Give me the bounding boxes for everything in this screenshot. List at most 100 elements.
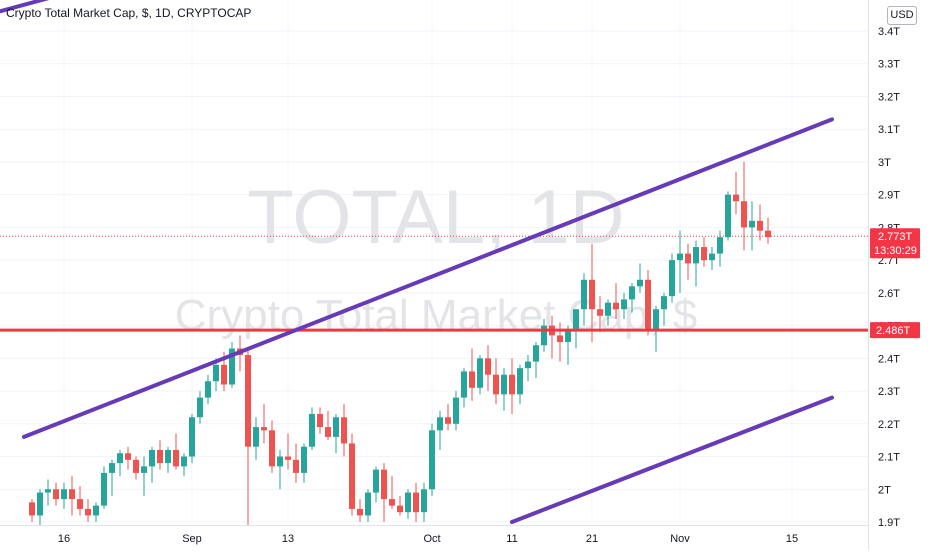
candle-body [269, 430, 275, 467]
price-tick-label: 3.1T [878, 124, 900, 136]
time-tick-label: 15 [786, 533, 798, 545]
candle-body [581, 279, 587, 310]
price-axis: 1.9T2T2.1T2.2T2.3T2.4T2.5T2.6T2.7T2.8T2.… [868, 0, 932, 550]
candle-body [133, 459, 139, 473]
symbol-title[interactable]: Crypto Total Market Cap, $, 1D, CRYPTOCA… [6, 6, 252, 20]
candle-body [101, 472, 107, 506]
candle-body [677, 253, 683, 261]
candle-body [565, 328, 571, 342]
candle-body [373, 469, 379, 493]
candle-body [301, 446, 307, 473]
candle-body [213, 364, 219, 382]
time-tick-label: Oct [423, 533, 440, 545]
price-tick-label: 2.9T [878, 190, 900, 202]
candle-body [165, 449, 171, 464]
candle-body [621, 299, 627, 310]
candle-body [405, 492, 411, 513]
candle-body [477, 358, 483, 388]
candle-body [85, 508, 91, 516]
candle-body [709, 253, 715, 261]
candle-body [605, 302, 611, 316]
trendline-channel-lower[interactable] [510, 395, 834, 524]
candle-body [717, 237, 723, 254]
price-axis-bg [868, 0, 932, 550]
candle-body [749, 220, 755, 228]
candle-body [597, 309, 603, 316]
candle-body [509, 374, 515, 395]
watermark-name: Crypto Total Market Cap, $ [175, 291, 698, 340]
candle-body [429, 430, 435, 490]
trendline-channel-middle[interactable] [22, 117, 834, 439]
candle-body [69, 489, 75, 500]
candle-body [45, 489, 51, 493]
last-price-label: 2.773T [878, 231, 913, 243]
candle-body [757, 220, 763, 231]
candle-body [421, 489, 427, 513]
candle-body [29, 502, 35, 516]
candle-body [357, 508, 363, 516]
time-axis-bg [0, 525, 868, 550]
price-tick-label: 3T [878, 157, 891, 169]
bar-countdown-label: 13:30:29 [874, 245, 917, 257]
time-tick-label: 11 [506, 533, 517, 545]
candle-body [53, 489, 59, 500]
candle-body [493, 374, 499, 395]
price-tick-label: 3.2T [878, 91, 900, 103]
watermark-symbol: TOTAL, 1D [247, 175, 624, 260]
candle-body [125, 453, 131, 460]
candle-body [293, 459, 299, 473]
candle-body [501, 374, 507, 395]
time-tick-label: Nov [670, 533, 690, 545]
candle-body [245, 355, 251, 447]
watermark: TOTAL, 1D Crypto Total Market Cap, $ [175, 175, 698, 340]
candle-body [653, 309, 659, 329]
candle-body [517, 368, 523, 395]
candle-body [93, 505, 99, 516]
candle-body [309, 413, 315, 447]
candle-body [557, 335, 563, 342]
candle-body [181, 456, 187, 467]
candle-body [365, 492, 371, 516]
candle-body [205, 381, 211, 398]
candle-body [173, 449, 179, 467]
candle-body [741, 201, 747, 228]
price-tick-label: 2T [878, 484, 891, 496]
candle-body [37, 492, 43, 516]
candle-body [285, 456, 291, 460]
candle-body [669, 260, 675, 297]
candle-body [589, 279, 595, 310]
level-price-label: 2.486T [876, 325, 911, 337]
candle-body [349, 443, 355, 509]
grid [0, 0, 868, 523]
candle-body [701, 247, 707, 261]
candle-body [261, 427, 267, 431]
candle-body [645, 279, 651, 329]
candle-body [693, 247, 699, 264]
candle-body [77, 499, 83, 509]
trendlines [0, 0, 834, 524]
candle-body [389, 499, 395, 506]
candle-body [613, 302, 619, 310]
candle-body [637, 279, 643, 287]
candle-body [197, 397, 203, 418]
candle-body [397, 505, 403, 513]
candle-body [541, 325, 547, 346]
price-tick-label: 2.6T [878, 288, 900, 300]
candle-body [765, 230, 771, 238]
candle-body [317, 413, 323, 428]
candle-body [141, 466, 147, 473]
price-tick-label: 2.3T [878, 386, 900, 398]
time-tick-label: Sep [182, 533, 202, 545]
candle-body [445, 417, 451, 424]
candle-body [437, 417, 443, 431]
candle-body [685, 253, 691, 264]
candle-body [533, 345, 539, 362]
candle-body [221, 364, 227, 385]
time-tick-label: 21 [586, 533, 598, 545]
candle-body [413, 492, 419, 513]
price-tick-label: 1.9T [878, 517, 900, 529]
level-price-badge [870, 322, 920, 339]
currency-button[interactable]: USD [887, 6, 917, 25]
